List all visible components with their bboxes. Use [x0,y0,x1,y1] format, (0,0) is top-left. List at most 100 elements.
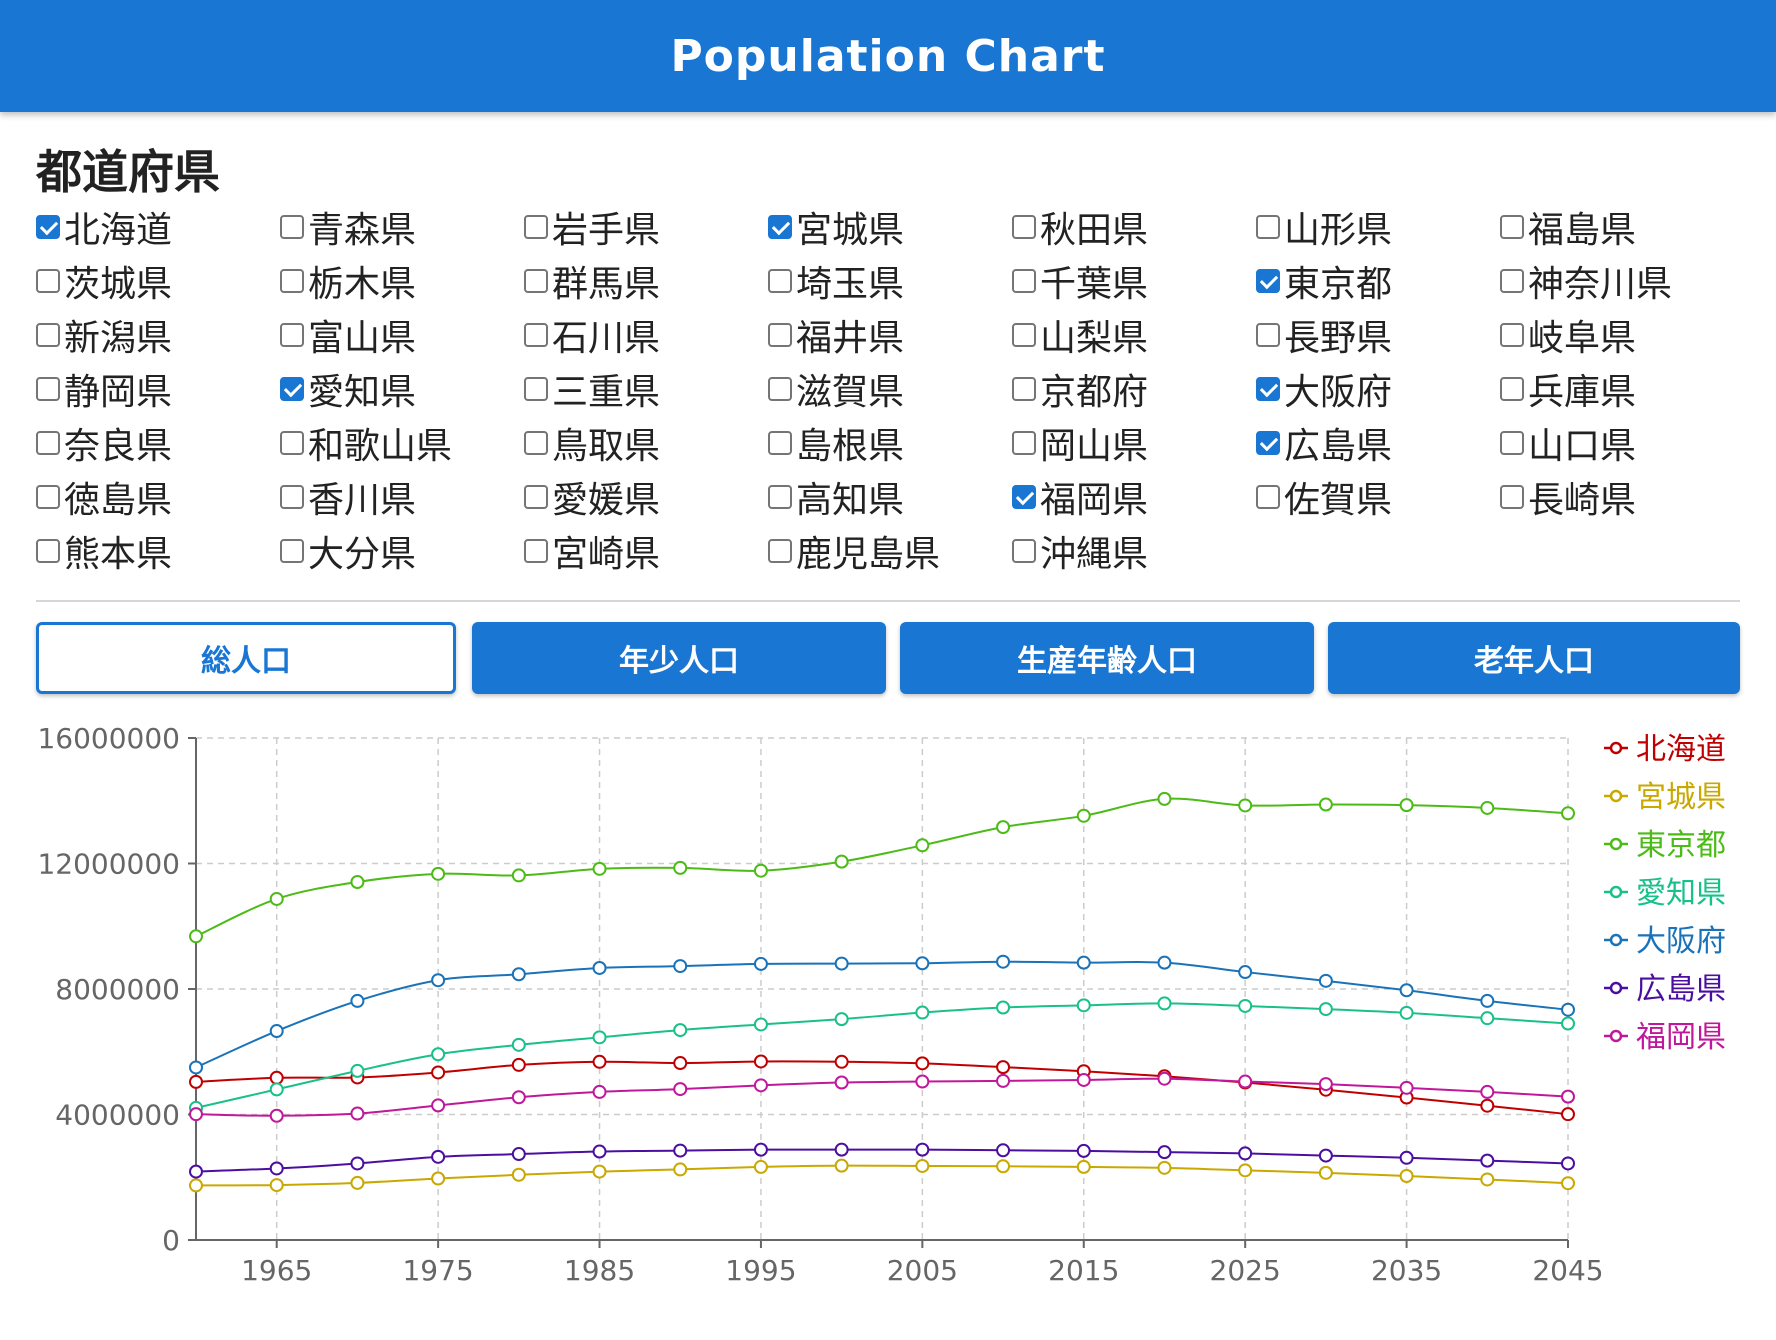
prefecture-checkbox-item[interactable]: 熊本県 [36,524,280,578]
prefecture-checkbox-item[interactable]: 奈良県 [36,416,280,470]
prefecture-checkbox-item[interactable]: 兵庫県 [1500,362,1744,416]
checkbox-checked[interactable] [1256,431,1280,455]
checkbox-unchecked[interactable] [1012,377,1036,401]
checkbox-unchecked[interactable] [524,323,548,347]
prefecture-checkbox-item[interactable]: 埼玉県 [768,254,1012,308]
prefecture-checkbox-item[interactable]: 山口県 [1500,416,1744,470]
prefecture-checkbox-item[interactable]: 福岡県 [1012,470,1256,524]
prefecture-checkbox-item[interactable]: 青森県 [280,200,524,254]
prefecture-checkbox-item[interactable]: 山形県 [1256,200,1500,254]
checkbox-unchecked[interactable] [36,431,60,455]
prefecture-checkbox-item[interactable]: 和歌山県 [280,416,524,470]
prefecture-checkbox-item[interactable]: 愛媛県 [524,470,768,524]
prefecture-checkbox-item[interactable]: 大阪府 [1256,362,1500,416]
checkbox-unchecked[interactable] [524,269,548,293]
prefecture-checkbox-item[interactable]: 山梨県 [1012,308,1256,362]
prefecture-label: 兵庫県 [1528,372,1637,413]
prefecture-checkbox-item[interactable]: 長野県 [1256,308,1500,362]
checkbox-checked[interactable] [280,377,304,401]
prefecture-checkbox-item[interactable]: 東京都 [1256,254,1500,308]
checkbox-unchecked[interactable] [524,485,548,509]
prefecture-checkbox-item[interactable]: 福島県 [1500,200,1744,254]
checkbox-unchecked[interactable] [1500,323,1524,347]
prefecture-checkbox-item[interactable]: 愛知県 [280,362,524,416]
checkbox-unchecked[interactable] [768,377,792,401]
prefecture-checkbox-item[interactable]: 神奈川県 [1500,254,1744,308]
prefecture-checkbox-item[interactable]: 富山県 [280,308,524,362]
prefecture-checkbox-item[interactable]: 福井県 [768,308,1012,362]
checkbox-unchecked[interactable] [1500,377,1524,401]
checkbox-unchecked[interactable] [1256,323,1280,347]
prefecture-checkbox-item[interactable]: 新潟県 [36,308,280,362]
checkbox-unchecked[interactable] [36,485,60,509]
prefecture-checkbox-item[interactable]: 岩手県 [524,200,768,254]
checkbox-unchecked[interactable] [1256,215,1280,239]
prefecture-checkbox-item[interactable]: 高知県 [768,470,1012,524]
prefecture-checkbox-item[interactable]: 岐阜県 [1500,308,1744,362]
checkbox-checked[interactable] [1012,485,1036,509]
prefecture-checkbox-item[interactable]: 岡山県 [1012,416,1256,470]
checkbox-unchecked[interactable] [280,323,304,347]
prefecture-checkbox-item[interactable]: 千葉県 [1012,254,1256,308]
checkbox-unchecked[interactable] [280,431,304,455]
checkbox-unchecked[interactable] [36,323,60,347]
prefecture-checkbox-item[interactable]: 京都府 [1012,362,1256,416]
checkbox-unchecked[interactable] [1500,485,1524,509]
checkbox-unchecked[interactable] [1500,431,1524,455]
checkbox-unchecked[interactable] [36,539,60,563]
checkbox-unchecked[interactable] [280,539,304,563]
prefecture-checkbox-item[interactable]: 鹿児島県 [768,524,1012,578]
checkbox-unchecked[interactable] [524,539,548,563]
prefecture-checkbox-item[interactable]: 茨城県 [36,254,280,308]
prefecture-checkbox-item[interactable]: 広島県 [1256,416,1500,470]
prefecture-checkbox-item[interactable]: 秋田県 [1012,200,1256,254]
checkbox-checked[interactable] [1256,377,1280,401]
prefecture-checkbox-item[interactable]: 香川県 [280,470,524,524]
checkbox-unchecked[interactable] [1012,215,1036,239]
checkbox-checked[interactable] [768,215,792,239]
prefecture-checkbox-item[interactable]: 佐賀県 [1256,470,1500,524]
checkbox-unchecked[interactable] [524,377,548,401]
checkbox-checked[interactable] [1256,269,1280,293]
checkbox-unchecked[interactable] [768,323,792,347]
prefecture-checkbox-item[interactable]: 宮城県 [768,200,1012,254]
prefecture-checkbox-item[interactable]: 栃木県 [280,254,524,308]
prefecture-checkbox-item[interactable]: 三重県 [524,362,768,416]
tab-total-population[interactable]: 総人口 [36,622,456,694]
checkbox-unchecked[interactable] [280,269,304,293]
tab-young-population[interactable]: 年少人口 [472,622,886,694]
checkbox-unchecked[interactable] [280,215,304,239]
checkbox-unchecked[interactable] [1012,539,1036,563]
checkbox-unchecked[interactable] [768,485,792,509]
prefecture-checkbox-item[interactable]: 大分県 [280,524,524,578]
prefecture-checkbox-item[interactable]: 沖縄県 [1012,524,1256,578]
prefecture-checkbox-item[interactable]: 鳥取県 [524,416,768,470]
checkbox-unchecked[interactable] [768,431,792,455]
prefecture-checkbox-item[interactable]: 静岡県 [36,362,280,416]
checkbox-unchecked[interactable] [1012,323,1036,347]
checkbox-unchecked[interactable] [36,377,60,401]
prefecture-checkbox-item[interactable]: 石川県 [524,308,768,362]
prefecture-checkbox-item[interactable]: 群馬県 [524,254,768,308]
prefecture-checkbox-item[interactable]: 宮崎県 [524,524,768,578]
prefecture-checkbox-item[interactable]: 島根県 [768,416,1012,470]
checkbox-unchecked[interactable] [1500,269,1524,293]
checkbox-checked[interactable] [36,215,60,239]
prefecture-checkbox-item[interactable]: 滋賀県 [768,362,1012,416]
checkbox-unchecked[interactable] [1256,485,1280,509]
prefecture-checkbox-item[interactable]: 長崎県 [1500,470,1744,524]
checkbox-unchecked[interactable] [1500,215,1524,239]
checkbox-unchecked[interactable] [1012,269,1036,293]
tab-elderly-population[interactable]: 老年人口 [1328,622,1740,694]
checkbox-unchecked[interactable] [768,269,792,293]
checkbox-unchecked[interactable] [36,269,60,293]
checkbox-unchecked[interactable] [768,539,792,563]
checkbox-unchecked[interactable] [1012,431,1036,455]
checkbox-unchecked[interactable] [280,485,304,509]
prefecture-checkbox-item[interactable]: 徳島県 [36,470,280,524]
checkbox-unchecked[interactable] [524,215,548,239]
series-point [1076,808,1091,823]
tab-working-age-population[interactable]: 生産年齢人口 [900,622,1314,694]
checkbox-unchecked[interactable] [524,431,548,455]
prefecture-checkbox-item[interactable]: 北海道 [36,200,280,254]
